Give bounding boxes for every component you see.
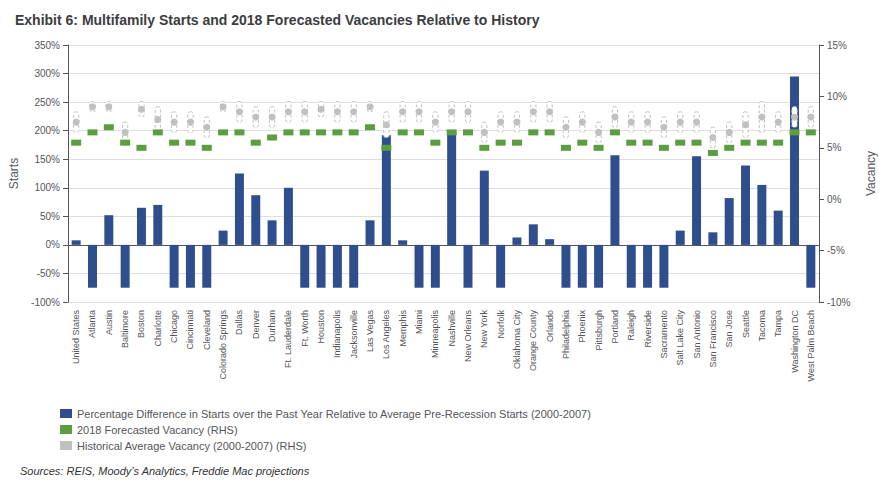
svg-text:Indianapolis: Indianapolis (332, 310, 342, 359)
svg-text:Oklahoma City: Oklahoma City (512, 310, 522, 370)
svg-text:San Jose: San Jose (724, 310, 734, 348)
svg-text:Philadelphia: Philadelphia (561, 310, 571, 359)
svg-text:Historical Average Vacancy (20: Historical Average Vacancy (2000-2007) (… (77, 440, 306, 452)
svg-text:Percentage Difference in Start: Percentage Difference in Starts over the… (77, 408, 591, 420)
svg-text:15%: 15% (827, 40, 847, 51)
svg-text:Vacancy: Vacancy (864, 151, 878, 196)
svg-text:-10%: -10% (827, 297, 850, 308)
svg-text:Dallas: Dallas (234, 310, 244, 336)
svg-text:Tampa: Tampa (773, 310, 783, 337)
svg-text:Charlotte: Charlotte (153, 310, 163, 347)
svg-text:Nashville: Nashville (447, 310, 457, 347)
svg-text:Cleveland: Cleveland (202, 310, 212, 350)
svg-text:2018 Forecasted Vacancy (RHS): 2018 Forecasted Vacancy (RHS) (77, 424, 238, 436)
svg-text:Tacoma: Tacoma (757, 310, 767, 342)
svg-text:Chicago: Chicago (169, 310, 179, 343)
svg-text:Austin: Austin (104, 310, 114, 335)
svg-text:-50%: -50% (37, 268, 60, 279)
svg-text:San Antonio: San Antonio (692, 310, 702, 359)
svg-text:Sources: REIS, Moody’s Analyti: Sources: REIS, Moody’s Analytics, Freddi… (20, 465, 310, 477)
svg-text:0%: 0% (827, 194, 842, 205)
svg-text:Minneapolis: Minneapolis (430, 310, 440, 359)
svg-text:Ft. Lauderdale: Ft. Lauderdale (283, 310, 293, 368)
svg-text:San Francisco: San Francisco (708, 310, 718, 368)
svg-text:Los Angeles: Los Angeles (381, 310, 391, 360)
svg-text:Ft. Worth: Ft. Worth (300, 310, 310, 347)
svg-text:Riverside: Riverside (643, 310, 653, 348)
svg-text:Houston: Houston (316, 310, 326, 344)
svg-text:Boston: Boston (136, 310, 146, 338)
svg-text:Las Vegas: Las Vegas (365, 310, 375, 353)
svg-text:New Orleans: New Orleans (463, 310, 473, 363)
svg-text:United States: United States (71, 310, 81, 365)
svg-text:-100%: -100% (31, 297, 60, 308)
svg-text:Phoenix: Phoenix (577, 310, 587, 343)
svg-text:Washington DC: Washington DC (790, 310, 800, 373)
svg-text:5%: 5% (827, 142, 842, 153)
svg-text:Salt Lake City: Salt Lake City (675, 310, 685, 366)
svg-text:West Palm Beach: West Palm Beach (806, 310, 816, 381)
svg-text:300%: 300% (34, 68, 60, 79)
svg-text:-5%: -5% (827, 245, 845, 256)
svg-text:Cincinnati: Cincinnati (185, 310, 195, 350)
svg-text:50%: 50% (40, 211, 60, 222)
svg-text:Baltimore: Baltimore (120, 310, 130, 348)
svg-text:200%: 200% (34, 125, 60, 136)
svg-text:Raleigh: Raleigh (626, 310, 636, 341)
svg-text:Seattle: Seattle (741, 310, 751, 338)
svg-text:Orange County: Orange County (528, 310, 538, 372)
svg-text:Durham: Durham (267, 310, 277, 342)
svg-text:Sacramento: Sacramento (659, 310, 669, 359)
svg-text:150%: 150% (34, 154, 60, 165)
svg-text:Starts: Starts (7, 158, 21, 189)
svg-text:10%: 10% (827, 91, 847, 102)
svg-text:0%: 0% (46, 239, 61, 250)
svg-text:Denver: Denver (251, 310, 261, 339)
svg-text:Exhibit 6: Multifamily Starts: Exhibit 6: Multifamily Starts and 2018 F… (15, 12, 540, 28)
svg-text:Miami: Miami (414, 310, 424, 334)
svg-text:Colorado Springs: Colorado Springs (218, 310, 228, 380)
svg-text:350%: 350% (34, 40, 60, 51)
svg-text:100%: 100% (34, 182, 60, 193)
svg-text:Memphis: Memphis (398, 310, 408, 347)
svg-text:Pittsburgh: Pittsburgh (594, 310, 604, 351)
svg-text:Portland: Portland (610, 310, 620, 344)
svg-text:250%: 250% (34, 97, 60, 108)
svg-text:New York: New York (479, 310, 489, 349)
svg-text:Jacksonville: Jacksonville (349, 310, 359, 359)
svg-text:Norfolk: Norfolk (496, 310, 506, 339)
svg-text:Atlanta: Atlanta (87, 310, 97, 338)
svg-text:Orlando: Orlando (545, 310, 555, 342)
